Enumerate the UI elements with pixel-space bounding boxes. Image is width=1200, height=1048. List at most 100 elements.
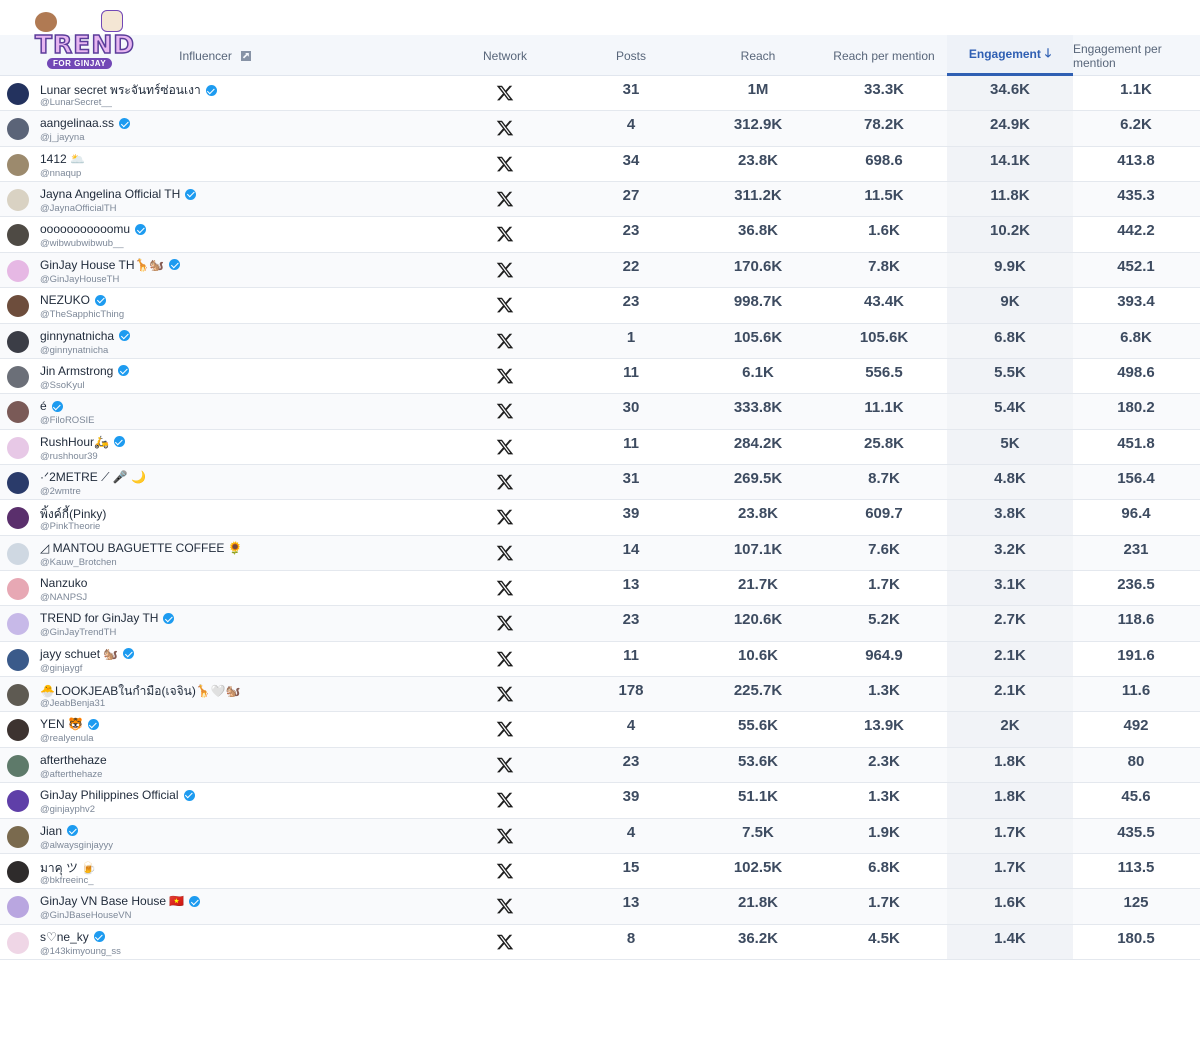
avatar[interactable] bbox=[7, 931, 29, 954]
table-row[interactable]: GinJay Philippines Official @ginjayphv2 … bbox=[0, 783, 1200, 819]
avatar[interactable] bbox=[7, 295, 29, 318]
table-row[interactable]: s♡ne_ky @143kimyoung_ss 8 36.2K 4.5K 1.4… bbox=[0, 925, 1200, 960]
influencer-handle[interactable]: @realyenula bbox=[40, 733, 94, 745]
avatar[interactable] bbox=[7, 118, 29, 141]
table-row[interactable]: ginnynatnicha @ginnynatnicha 1 105.6K 10… bbox=[0, 323, 1200, 359]
table-row[interactable]: Jin Armstrong @SsoKyul 11 6.1K 556.5 5.5… bbox=[0, 359, 1200, 395]
influencer-handle[interactable]: @TheSapphicThing bbox=[40, 309, 125, 321]
table-row[interactable]: ·ᐟ2METRE ⟋ 🎤 🌙 @2wmtre 31 269.5K 8.7K 4.… bbox=[0, 464, 1200, 501]
influencer-handle[interactable]: @bkfreeinc_ bbox=[40, 874, 94, 886]
col-reach-per-mention[interactable]: Reach per mention bbox=[822, 35, 946, 76]
avatar[interactable] bbox=[7, 896, 29, 919]
table-row[interactable]: jayy schuet 🐿️ @ginjaygf 11 10.6K 964.9 … bbox=[0, 642, 1200, 678]
table-row[interactable]: afterthehaze @afterthehaze 23 53.6K 2.3K… bbox=[0, 747, 1200, 784]
influencer-name[interactable]: ◿ MANTOU BAGUETTE COFFEE 🌻 bbox=[40, 541, 243, 555]
influencer-name[interactable]: YEN 🐯 bbox=[40, 717, 99, 731]
table-row[interactable]: NEZUKO @TheSapphicThing 23 998.7K 43.4K … bbox=[0, 288, 1200, 324]
col-influencer[interactable]: Influencer bbox=[150, 35, 280, 76]
influencer-name[interactable]: ginnynatnicha bbox=[40, 329, 131, 343]
influencer-name[interactable]: 🐣LOOKJEABในกำมือ(เจจิน)🦒🤍🐿️ bbox=[40, 682, 241, 701]
influencer-handle[interactable]: @rushhour39 bbox=[40, 450, 98, 462]
influencer-handle[interactable]: @ginjaygf bbox=[40, 662, 83, 674]
influencer-name[interactable]: 1412 🌥️ bbox=[40, 152, 85, 166]
avatar[interactable] bbox=[7, 860, 29, 883]
avatar[interactable] bbox=[7, 83, 29, 105]
influencer-name[interactable]: GinJay VN Base House 🇻🇳 bbox=[40, 894, 201, 908]
influencer-handle[interactable]: @Kauw_Brotchen bbox=[40, 556, 117, 568]
table-row[interactable]: TREND for GinJay TH @GinJayTrendTH 23 12… bbox=[0, 606, 1200, 642]
avatar[interactable] bbox=[7, 578, 29, 601]
avatar[interactable] bbox=[7, 365, 29, 388]
influencer-handle[interactable]: @JeabBenja31 bbox=[40, 698, 106, 710]
influencer-handle[interactable]: @JaynaOfficialTH bbox=[40, 203, 117, 215]
table-row[interactable]: Jian @alwaysginjayyy 4 7.5K 1.9K 1.7K 43… bbox=[0, 818, 1200, 854]
influencer-handle[interactable]: @143kimyoung_ss bbox=[40, 945, 121, 957]
table-row[interactable]: GinJay House TH🦒🐿️ @GinJayHouseTH 22 170… bbox=[0, 252, 1200, 289]
table-row[interactable]: มาคุ ツ 🍺 @bkfreeinc_ 15 102.5K 6.8K 1.7K… bbox=[0, 854, 1200, 890]
influencer-name[interactable]: ·ᐟ2METRE ⟋ 🎤 🌙 bbox=[40, 470, 146, 485]
influencer-handle[interactable]: @ginjayphv2 bbox=[40, 804, 96, 816]
table-row[interactable]: Jayna Angelina Official TH @JaynaOfficia… bbox=[0, 182, 1200, 218]
influencer-handle[interactable]: @GinJBaseHouseVN bbox=[40, 910, 132, 922]
influencer-handle[interactable]: @wibwubwibwub__ bbox=[40, 238, 124, 250]
avatar[interactable] bbox=[7, 648, 29, 671]
influencer-name[interactable]: afterthehaze bbox=[40, 753, 107, 767]
influencer-handle[interactable]: @j_jayyna bbox=[40, 132, 85, 144]
influencer-handle[interactable]: @LunarSecret__ bbox=[40, 97, 112, 108]
avatar[interactable] bbox=[7, 684, 29, 707]
influencer-handle[interactable]: @afterthehaze bbox=[40, 768, 103, 780]
influencer-name[interactable]: GinJay Philippines Official bbox=[40, 788, 195, 802]
influencer-name[interactable]: s♡ne_ky bbox=[40, 930, 105, 944]
avatar[interactable] bbox=[7, 613, 29, 636]
avatar[interactable] bbox=[7, 754, 29, 777]
influencer-name[interactable]: Lunar secret พระจันทร์ซ่อนเงา bbox=[40, 81, 217, 100]
influencer-handle[interactable]: @alwaysginjayyy bbox=[40, 839, 114, 851]
influencer-handle[interactable]: @FiloROSIE bbox=[40, 415, 95, 427]
avatar[interactable] bbox=[7, 825, 29, 848]
influencer-name[interactable]: Jayna Angelina Official TH bbox=[40, 187, 197, 201]
col-posts[interactable]: Posts bbox=[581, 35, 681, 76]
col-engagement-per-mention[interactable]: Engagement per mention bbox=[1073, 35, 1200, 76]
influencer-handle[interactable]: @NANPSJ bbox=[40, 592, 88, 604]
col-reach[interactable]: Reach bbox=[708, 35, 808, 76]
table-row[interactable]: 🐣LOOKJEABในกำมือ(เจจิน)🦒🤍🐿️ @JeabBenja31… bbox=[0, 677, 1200, 713]
avatar[interactable] bbox=[7, 436, 29, 459]
influencer-name[interactable]: aangelinaa.ss bbox=[40, 116, 131, 130]
influencer-name[interactable]: TREND for GinJay TH bbox=[40, 611, 175, 625]
table-row[interactable]: YEN 🐯 @realyenula 4 55.6K 13.9K 2K 492 bbox=[0, 712, 1200, 748]
table-row[interactable]: aangelinaa.ss @j_jayyna 4 312.9K 78.2K 2… bbox=[0, 111, 1200, 147]
influencer-handle[interactable]: @GinJayHouseTH bbox=[40, 273, 120, 285]
col-network[interactable]: Network bbox=[455, 35, 555, 76]
table-row[interactable]: RushHour🛵 @rushhour39 11 284.2K 25.8K 5K… bbox=[0, 430, 1200, 465]
table-row[interactable]: ◿ MANTOU BAGUETTE COFFEE 🌻 @Kauw_Brotche… bbox=[0, 535, 1200, 572]
influencer-name[interactable]: ooooooooooomu bbox=[40, 222, 147, 236]
table-row[interactable]: GinJay VN Base House 🇻🇳 @GinJBaseHouseVN… bbox=[0, 889, 1200, 925]
influencer-handle[interactable]: @2wmtre bbox=[40, 485, 81, 497]
influencer-handle[interactable]: @SsoKyul bbox=[40, 379, 85, 391]
col-engagement[interactable]: Engagement 🡓 bbox=[947, 35, 1073, 76]
influencer-handle[interactable]: @GinJayTrendTH bbox=[40, 627, 117, 639]
external-link-icon[interactable] bbox=[240, 50, 251, 61]
table-row[interactable]: พิ้งค์กี้(Pinky) @PinkTheorie 39 23.8K 6… bbox=[0, 500, 1200, 536]
influencer-name[interactable]: พิ้งค์กี้(Pinky) bbox=[40, 505, 106, 524]
table-row[interactable]: Nanzuko @NANPSJ 13 21.7K 1.7K 3.1K 236.5 bbox=[0, 571, 1200, 607]
avatar[interactable] bbox=[7, 790, 29, 813]
influencer-handle[interactable]: @PinkTheorie bbox=[40, 521, 101, 533]
influencer-name[interactable]: Nanzuko bbox=[40, 576, 87, 590]
influencer-name[interactable]: มาคุ ツ 🍺 bbox=[40, 859, 96, 878]
avatar[interactable] bbox=[7, 401, 29, 424]
avatar[interactable] bbox=[7, 471, 29, 494]
avatar[interactable] bbox=[7, 719, 29, 742]
table-row[interactable]: Lunar secret พระจันทร์ซ่อนเงา @LunarSecr… bbox=[0, 76, 1200, 112]
avatar[interactable] bbox=[7, 542, 29, 565]
influencer-name[interactable]: é bbox=[40, 399, 63, 413]
avatar[interactable] bbox=[7, 153, 29, 176]
table-row[interactable]: 1412 🌥️ @nnaqup 34 23.8K 698.6 14.1K 413… bbox=[0, 147, 1200, 183]
influencer-handle[interactable]: @nnaqup bbox=[40, 167, 82, 179]
table-row[interactable]: ooooooooooomu @wibwubwibwub__ 23 36.8K 1… bbox=[0, 217, 1200, 253]
influencer-name[interactable]: Jian bbox=[40, 824, 79, 838]
influencer-name[interactable]: Jin Armstrong bbox=[40, 364, 130, 378]
avatar[interactable] bbox=[7, 189, 29, 212]
influencer-name[interactable]: NEZUKO bbox=[40, 293, 107, 307]
influencer-name[interactable]: RushHour🛵 bbox=[40, 435, 125, 449]
